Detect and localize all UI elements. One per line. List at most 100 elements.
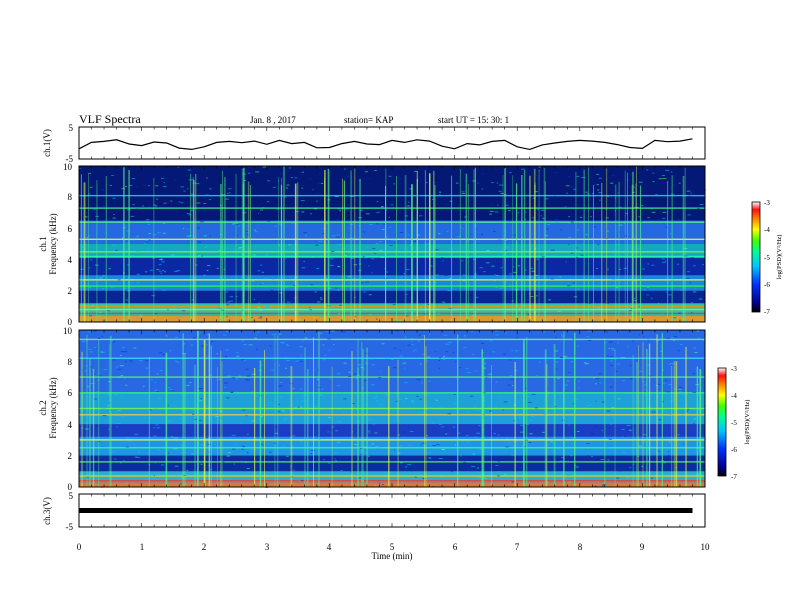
spectrogram-speckle (417, 340, 420, 342)
spectrogram-speckle (448, 278, 452, 280)
spectrogram-speckle (543, 414, 548, 416)
spectrogram-speckle (105, 442, 108, 444)
spectrogram-speckle (167, 387, 171, 389)
spectrogram-speckle (463, 274, 466, 276)
spectrogram-speckle (96, 308, 100, 309)
spectrogram-speckle (160, 272, 163, 274)
spectrogram-speckle (271, 278, 275, 280)
spectrogram-speckle (416, 234, 420, 236)
spectrogram-speckle (278, 223, 282, 225)
spectrogram-speckle (392, 239, 397, 241)
spectrogram-speckle (411, 344, 414, 346)
spectrogram-speckle (593, 320, 597, 322)
spectrogram-speckle (615, 197, 617, 199)
spectrogram-speckle (614, 267, 617, 269)
spectrogram-speckle (674, 294, 676, 296)
spectrogram-speckle (599, 199, 601, 201)
spectrogram-speckle (196, 202, 201, 204)
spectrogram-speckle (111, 409, 113, 411)
spectrogram-speckle (623, 222, 626, 224)
spectrogram-speckle (494, 211, 499, 213)
spectrogram-speckle (299, 406, 303, 408)
ch1-ytick-10: 10 (63, 162, 73, 172)
spectrogram-speckle (242, 445, 244, 447)
spectrogram-speckle (564, 384, 569, 386)
spectrogram-speckle (149, 269, 154, 271)
spectrogram-speckle (633, 463, 635, 465)
spectrogram-speckle (112, 245, 115, 246)
spectrogram-speckle (376, 318, 378, 320)
ch2-ytick-0: 0 (68, 482, 73, 492)
spectrogram-speckle (682, 443, 684, 445)
spectrogram-speckle (371, 443, 375, 445)
spectrogram-speckle (552, 443, 555, 445)
spectrogram-speckle (449, 194, 452, 196)
spectrogram-speckle (87, 483, 90, 485)
spectrogram-sferic (361, 342, 363, 487)
spectrogram-speckle (619, 268, 621, 270)
spectrogram-speckle (381, 206, 383, 208)
spectrogram-speckle (181, 310, 186, 312)
spectrogram-sferic (254, 368, 256, 487)
spectrogram-speckle (582, 168, 584, 170)
spectrogram-speckle (662, 217, 666, 219)
spectrogram-speckle (404, 475, 408, 477)
spectrogram-speckle (597, 315, 599, 317)
spectrogram-speckle (618, 470, 622, 472)
spectrogram-speckle (125, 186, 128, 187)
spectrogram-speckle (481, 173, 484, 175)
spectrogram-speckle (99, 311, 102, 313)
spectrogram-speckle (532, 197, 536, 199)
spectrogram-speckle (286, 345, 289, 346)
spectrogram-speckle (354, 296, 356, 298)
spectrogram-sferic (411, 184, 413, 322)
spectrogram-speckle (291, 435, 296, 437)
spectrogram-speckle (180, 202, 184, 204)
spectrogram-speckle (307, 285, 311, 287)
spectrogram-speckle (106, 313, 109, 315)
spectrogram-speckle (643, 454, 645, 455)
spectrogram-speckle (561, 419, 565, 421)
spectrogram-speckle (665, 226, 668, 228)
spectrogram-speckle (90, 259, 93, 261)
spectrogram-speckle (608, 348, 610, 349)
ch2-ytick-4: 4 (68, 420, 73, 430)
spectrogram-sferic (182, 333, 184, 487)
spectrogram-speckle (121, 347, 125, 349)
spectrogram-speckle (398, 183, 401, 185)
spectrogram-speckle (128, 440, 132, 442)
spectrogram-speckle (581, 171, 584, 173)
spectrogram-sferic (604, 338, 606, 487)
spectrogram-speckle (566, 192, 568, 194)
ch2-colorbar: -3 -4 -5 -6 -7 log(PSD)(V²/Hz) (717, 365, 751, 481)
spectrogram-sferic (523, 338, 525, 487)
spectrogram-speckle (316, 369, 319, 371)
spectrogram-speckle (124, 360, 127, 362)
spectrogram-speckle (152, 270, 155, 272)
spectrogram-speckle (337, 441, 340, 443)
spectrogram-speckle (182, 353, 187, 354)
spectrogram-speckle (194, 473, 199, 475)
spectrogram-speckle (565, 185, 570, 187)
spectrogram-speckle (153, 427, 156, 429)
spectrogram-speckle (132, 298, 134, 300)
spectrogram-speckle (94, 347, 97, 348)
spectrogram-speckle (381, 484, 385, 486)
spectrogram-speckle (578, 387, 580, 389)
spectrogram-sferic (318, 331, 320, 487)
spectrogram-speckle (442, 260, 444, 262)
spectrogram-speckle (182, 251, 187, 252)
spectrogram-speckle (189, 477, 192, 478)
spectrogram-speckle (542, 181, 545, 183)
spectrogram-speckle (238, 225, 241, 227)
spectrogram-speckle (521, 168, 525, 170)
spectrogram-speckle (547, 224, 551, 225)
spectrogram-speckle (280, 485, 283, 487)
spectrogram-speckle (589, 481, 591, 483)
spectrogram-speckle (161, 261, 165, 263)
spectrogram-speckle (576, 175, 580, 177)
spectrogram-speckle (263, 315, 267, 317)
spectrogram-speckle (331, 235, 336, 237)
spectrogram-speckle (136, 273, 140, 275)
spectrogram-speckle (150, 417, 152, 419)
